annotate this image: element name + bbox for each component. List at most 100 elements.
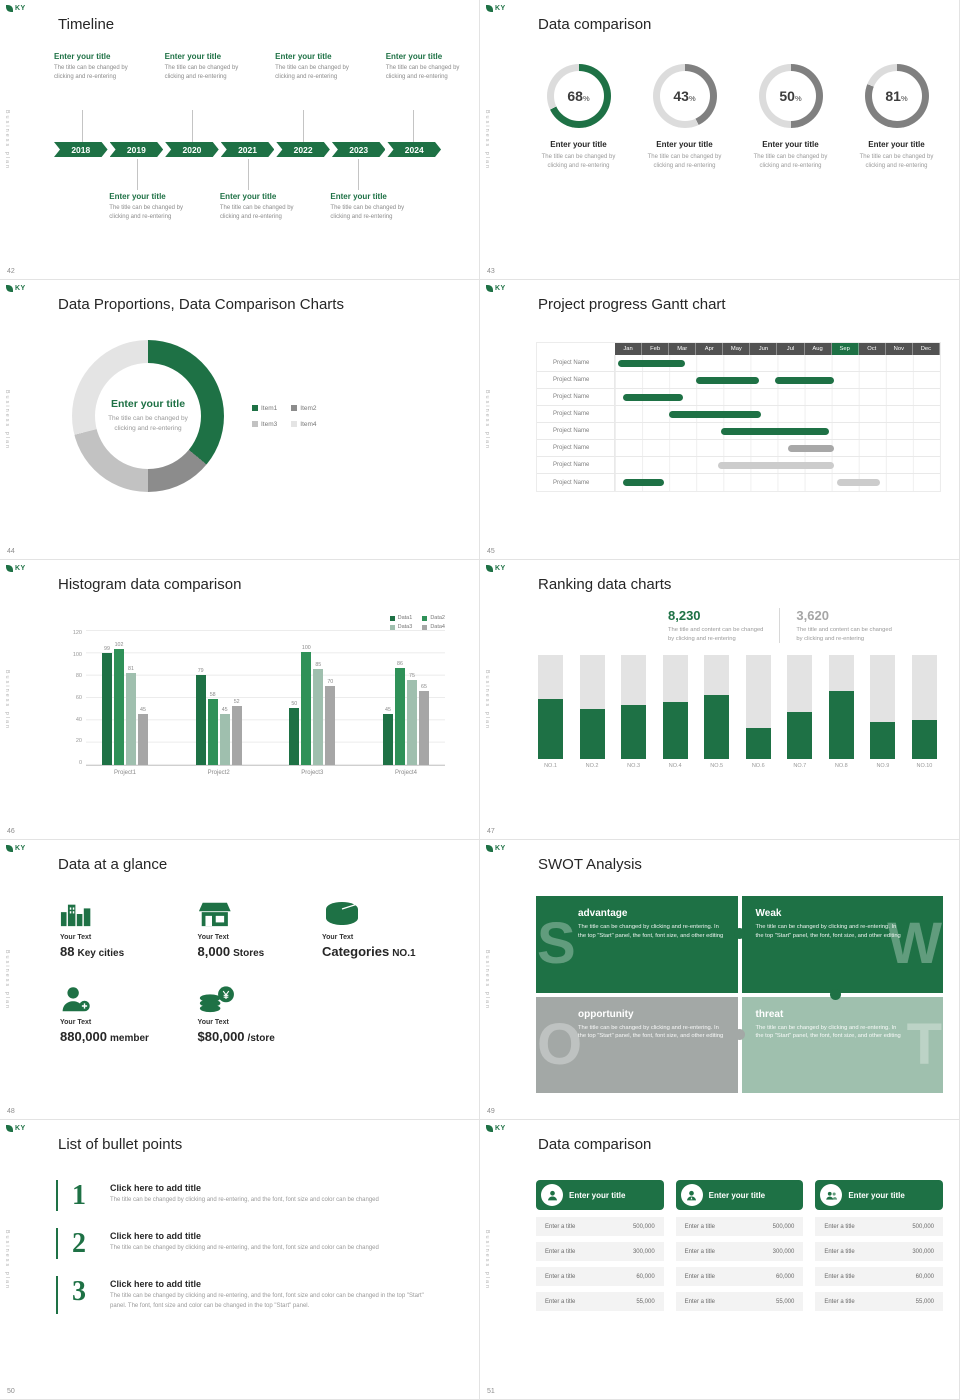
legend-item: Item4	[291, 421, 317, 428]
donut-title: Enter your title	[656, 140, 713, 149]
row-label: Enter a title	[824, 1273, 855, 1280]
histogram-bar	[114, 649, 124, 765]
stat-block: Your Text $80,000/store	[198, 985, 322, 1046]
ranking-bar	[538, 699, 563, 760]
bar-group: 79 58 45 52 Project2	[195, 631, 242, 776]
legend-swatch	[422, 615, 428, 621]
stat-value: 3,620	[796, 608, 829, 623]
bar-value-label: 99	[104, 645, 110, 652]
timeline-years: 2018 2019 2020 2021 2022 2023 2024	[54, 142, 441, 157]
bar-value-label: 86	[397, 660, 403, 667]
slide-44-data-proportions[interactable]: KY Business plan Data Proportions, Data …	[0, 280, 480, 560]
stats-canvas: Your Text 88 Key cities Your Text 8,000 Store…	[60, 900, 453, 1046]
timeline-year: 2021	[221, 142, 275, 157]
sidebar-vertical-text: Business plan	[4, 1229, 10, 1290]
donut-value: 50	[779, 88, 795, 104]
histogram-bar	[394, 667, 405, 765]
card-header: Enter your title	[815, 1180, 944, 1210]
stat-suffix: Key cities	[77, 948, 125, 959]
gantt-bar	[617, 360, 686, 367]
sidebar-vertical-text: Business plan	[4, 669, 10, 730]
stat-number: Categories	[321, 944, 390, 959]
leaf-icon	[6, 285, 13, 292]
slide-47-ranking-charts[interactable]: KY Business plan Ranking data charts 47 …	[480, 560, 960, 840]
gantt-bar	[774, 377, 835, 384]
row-value: 60,000	[915, 1273, 935, 1280]
row-value: 60,000	[775, 1273, 795, 1280]
ranking-column: NO.7	[787, 655, 813, 770]
page-number: 50	[7, 1388, 15, 1395]
data-row: Enter a title 55,000	[536, 1292, 664, 1311]
stat-number: 880,000	[60, 1029, 107, 1044]
data-card: Enter your title Enter a title 500,000 Ente…	[675, 1180, 804, 1317]
data-row: Enter a title 60,000	[536, 1267, 664, 1286]
timeline-item-title: Enter your title	[54, 52, 111, 61]
ranking-column: NO.4	[662, 655, 688, 769]
connector-line	[136, 159, 138, 190]
legend-item: Data3	[389, 624, 412, 630]
category-label: Project4	[394, 770, 417, 776]
stat-number: $80,000	[197, 1029, 245, 1044]
slide-51-data-comparison-cards[interactable]: KY Business plan Data comparison 51 Ente…	[480, 1120, 960, 1400]
category-label: NO.7	[793, 763, 807, 770]
slide-46-histogram[interactable]: KY Business plan Histogram data comparis…	[0, 560, 480, 840]
timeline-year: 2024	[387, 142, 441, 157]
data-row: Enter a title 300,000	[815, 1242, 944, 1261]
gantt-month: Jan	[615, 343, 643, 355]
slide-45-gantt-chart[interactable]: KY Business plan Project progress Gantt …	[480, 280, 960, 560]
brand-logo: KY	[6, 1125, 26, 1132]
legend-swatch	[252, 421, 258, 427]
card-title: Enter your title	[848, 1190, 905, 1200]
gantt-row-label: Project Name	[537, 355, 615, 371]
slide-48-data-at-a-glance[interactable]: KY Business plan Data at a glance 48 You…	[0, 840, 480, 1120]
bullet-number: 3	[72, 1276, 86, 1308]
donut-title: Enter your title	[868, 140, 925, 149]
ranking-bar	[704, 694, 730, 760]
leaf-icon	[6, 845, 13, 852]
logo-text: KY	[495, 1125, 506, 1132]
bar-value-label: 58	[209, 692, 216, 699]
data-card: Enter your title Enter a title 500,000 Ente…	[536, 1180, 664, 1317]
logo-text: KY	[495, 565, 506, 572]
data-row: Enter a title 300,000	[675, 1242, 804, 1261]
donut-charts-canvas: 68% Enter your title The title can be chan…	[530, 64, 945, 171]
coins-icon	[198, 985, 322, 1015]
slide-50-bullet-points[interactable]: KY Business plan List of bullet points 5…	[0, 1120, 480, 1400]
ranking-bar	[787, 711, 813, 760]
logo-text: KY	[495, 5, 506, 12]
swot-letter: T	[906, 1011, 942, 1077]
slide-42-timeline[interactable]: KY Business plan Timeline 42 2018 2019 202…	[0, 0, 480, 280]
gantt-header: Jan Feb Mar Apr May Jun Jul Aug Sep Oct Nov Dec	[537, 343, 940, 355]
stat-suffix: /store	[247, 1033, 275, 1044]
stat-block: Your Text 8,000 Stores	[198, 900, 322, 961]
gantt-month: Apr	[696, 343, 724, 355]
ranking-bar	[579, 709, 605, 760]
legend-item: Item2	[291, 405, 317, 412]
gantt-row: Project Name	[537, 355, 940, 372]
category-label: Project3	[301, 770, 324, 776]
bullet-item: 2 Click here to add title The title can be…	[56, 1228, 443, 1260]
gantt-row: Project Name	[537, 457, 940, 474]
ranking-column: NO.2	[579, 655, 605, 769]
slide-43-data-comparison[interactable]: KY Business plan Data comparison 43 68% E…	[480, 0, 960, 280]
gantt-row-label: Project Name	[537, 440, 615, 456]
timeline-item-title: Enter your title	[330, 192, 387, 201]
bullet-list: 1 Click here to add title The title can be…	[56, 1180, 443, 1331]
stat-suffix: NO.1	[392, 948, 416, 959]
row-value: 300,000	[912, 1248, 935, 1255]
donut-stat: 68% Enter your title The title can be chan…	[530, 64, 627, 171]
leaf-icon	[486, 845, 493, 852]
puzzle-knob	[733, 1028, 745, 1040]
row-value: 55,000	[775, 1298, 795, 1305]
ranking-column: NO.6	[745, 655, 771, 769]
percent-sign: %	[900, 93, 908, 103]
sidebar-vertical-text: Business plan	[4, 949, 10, 1010]
timeline-item: Enter your title The title can be changed…	[109, 192, 227, 223]
row-label: Enter a title	[545, 1223, 576, 1230]
sidebar-vertical-text: Business plan	[484, 669, 490, 730]
swot-letter: S	[537, 911, 576, 977]
timeline-item: Enter your title The title can be changed…	[275, 52, 393, 83]
bullet-item: 1 Click here to add title The title can be…	[56, 1180, 443, 1212]
histogram-bar	[102, 652, 112, 765]
